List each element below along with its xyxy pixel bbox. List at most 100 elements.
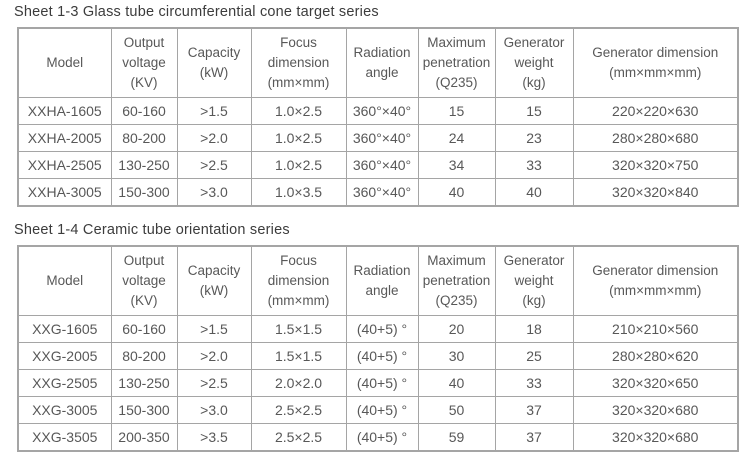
model-cell: XXG-2005 <box>17 342 112 370</box>
capacity-cell: >2.0 <box>176 342 252 370</box>
generator-weight-cell: 37 <box>494 423 574 452</box>
max-penetration-cell: 34 <box>417 151 496 179</box>
focus-dimension-cell: 1.0×2.5 <box>250 151 347 179</box>
focus-dimension-cell: 1.0×2.5 <box>250 97 347 125</box>
model-cell: XXG-1605 <box>17 315 112 343</box>
radiation-angle-cell: (40+5) ° <box>345 369 419 397</box>
capacity-cell: >1.5 <box>176 315 252 343</box>
max-penetration-cell: 20 <box>417 315 496 343</box>
output-voltage-cell: 200-350 <box>110 423 178 452</box>
capacity-cell: >1.5 <box>176 97 252 125</box>
capacity-cell: >2.5 <box>176 369 252 397</box>
output-voltage-cell: 60-160 <box>110 97 178 125</box>
max-penetration-cell: 50 <box>417 396 496 424</box>
generator-dimension-cell: 320×320×840 <box>572 178 739 207</box>
radiation-angle-cell: (40+5) ° <box>345 315 419 343</box>
output-voltage-cell: 150-300 <box>110 396 178 424</box>
generator-weight-cell: 37 <box>494 396 574 424</box>
radiation-angle-cell: (40+5) ° <box>345 396 419 424</box>
focus-dimension-cell: 1.5×1.5 <box>250 342 347 370</box>
col-header-max-penetration: Maximum penetration (Q235) <box>417 27 496 98</box>
col-header-radiation-angle: Radiation angle <box>345 27 419 98</box>
header-row: Model Output voltage (KV) Capacity (kW) Foc… <box>17 27 739 98</box>
table-row: XXG-3005 150-300 >3.0 2.5×2.5 (40+5) ° 50 37 32… <box>17 396 739 424</box>
glass-tube-spec-table: Model Output voltage (KV) Capacity (kW) Foc… <box>17 27 739 207</box>
radiation-angle-cell: 360°×40° <box>345 124 419 152</box>
col-header-generator-weight: Generator weight (kg) <box>494 245 574 316</box>
col-header-model: Model <box>17 245 112 316</box>
model-cell: XXHA-1605 <box>17 97 112 125</box>
col-header-max-penetration: Maximum penetration (Q235) <box>417 245 496 316</box>
model-cell: XXHA-3005 <box>17 178 112 207</box>
col-header-radiation-angle: Radiation angle <box>345 245 419 316</box>
max-penetration-cell: 59 <box>417 423 496 452</box>
focus-dimension-cell: 1.5×1.5 <box>250 315 347 343</box>
model-cell: XXHA-2505 <box>17 151 112 179</box>
ceramic-tube-section: Sheet 1-4 Ceramic tube orientation serie… <box>14 222 750 452</box>
table-row: XXHA-2505 130-250 >2.5 1.0×2.5 360°×40° 34 33 3… <box>17 151 739 179</box>
output-voltage-cell: 80-200 <box>110 124 178 152</box>
capacity-cell: >2.0 <box>176 124 252 152</box>
col-header-focus-dimension: Focus dimension (mm×mm) <box>250 27 347 98</box>
col-header-output-voltage: Output voltage (KV) <box>110 245 178 316</box>
generator-dimension-cell: 320×320×750 <box>572 151 739 179</box>
output-voltage-cell: 80-200 <box>110 342 178 370</box>
sheet-1-4-title: Sheet 1-4 Ceramic tube orientation serie… <box>14 222 290 238</box>
table-row: XXHA-2005 80-200 >2.0 1.0×2.5 360°×40° 24 23 28… <box>17 124 739 152</box>
max-penetration-cell: 40 <box>417 178 496 207</box>
table-row: XXHA-1605 60-160 >1.5 1.0×2.5 360°×40° 15 15 22… <box>17 97 739 125</box>
generator-dimension-cell: 320×320×680 <box>572 423 739 452</box>
generator-weight-cell: 40 <box>494 178 574 207</box>
focus-dimension-cell: 2.5×2.5 <box>250 423 347 452</box>
output-voltage-cell: 60-160 <box>110 315 178 343</box>
table-row: XXHA-3005 150-300 >3.0 1.0×3.5 360°×40° 40 40 3… <box>17 178 739 207</box>
max-penetration-cell: 40 <box>417 369 496 397</box>
glass-tube-section: Sheet 1-3 Glass tube circumferential con… <box>14 4 750 207</box>
max-penetration-cell: 24 <box>417 124 496 152</box>
radiation-angle-cell: (40+5) ° <box>345 342 419 370</box>
model-cell: XXHA-2005 <box>17 124 112 152</box>
generator-dimension-cell: 210×210×560 <box>572 315 739 343</box>
generator-dimension-cell: 320×320×680 <box>572 396 739 424</box>
table-row: XXG-3505 200-350 >3.5 2.5×2.5 (40+5) ° 59 37 32… <box>17 423 739 452</box>
output-voltage-cell: 130-250 <box>110 151 178 179</box>
header-row: Model Output voltage (KV) Capacity (kW) Foc… <box>17 245 739 316</box>
generator-weight-cell: 33 <box>494 151 574 179</box>
col-header-capacity: Capacity (kW) <box>176 27 252 98</box>
generator-weight-cell: 33 <box>494 369 574 397</box>
capacity-cell: >2.5 <box>176 151 252 179</box>
col-header-model: Model <box>17 27 112 98</box>
model-cell: XXG-2505 <box>17 369 112 397</box>
table-row: XXG-1605 60-160 >1.5 1.5×1.5 (40+5) ° 20 18 210… <box>17 315 739 343</box>
focus-dimension-cell: 1.0×3.5 <box>250 178 347 207</box>
focus-dimension-cell: 2.5×2.5 <box>250 396 347 424</box>
capacity-cell: >3.0 <box>176 178 252 207</box>
table-row: XXG-2505 130-250 >2.5 2.0×2.0 (40+5) ° 40 33 32… <box>17 369 739 397</box>
col-header-output-voltage: Output voltage (KV) <box>110 27 178 98</box>
capacity-cell: >3.0 <box>176 396 252 424</box>
max-penetration-cell: 15 <box>417 97 496 125</box>
focus-dimension-cell: 2.0×2.0 <box>250 369 347 397</box>
col-header-generator-dimension: Generator dimension (mm×mm×mm) <box>572 245 739 316</box>
model-cell: XXG-3505 <box>17 423 112 452</box>
radiation-angle-cell: 360°×40° <box>345 151 419 179</box>
generator-dimension-cell: 320×320×650 <box>572 369 739 397</box>
sheet-1-3-title: Sheet 1-3 Glass tube circumferential con… <box>14 4 379 20</box>
radiation-angle-cell: 360°×40° <box>345 97 419 125</box>
col-header-generator-weight: Generator weight (kg) <box>494 27 574 98</box>
generator-dimension-cell: 280×280×620 <box>572 342 739 370</box>
col-header-focus-dimension: Focus dimension (mm×mm) <box>250 245 347 316</box>
capacity-cell: >3.5 <box>176 423 252 452</box>
generator-weight-cell: 15 <box>494 97 574 125</box>
focus-dimension-cell: 1.0×2.5 <box>250 124 347 152</box>
max-penetration-cell: 30 <box>417 342 496 370</box>
model-cell: XXG-3005 <box>17 396 112 424</box>
radiation-angle-cell: 360°×40° <box>345 178 419 207</box>
generator-dimension-cell: 220×220×630 <box>572 97 739 125</box>
col-header-capacity: Capacity (kW) <box>176 245 252 316</box>
output-voltage-cell: 150-300 <box>110 178 178 207</box>
ceramic-tube-spec-table: Model Output voltage (KV) Capacity (kW) Foc… <box>17 245 739 452</box>
radiation-angle-cell: (40+5) ° <box>345 423 419 452</box>
generator-weight-cell: 25 <box>494 342 574 370</box>
